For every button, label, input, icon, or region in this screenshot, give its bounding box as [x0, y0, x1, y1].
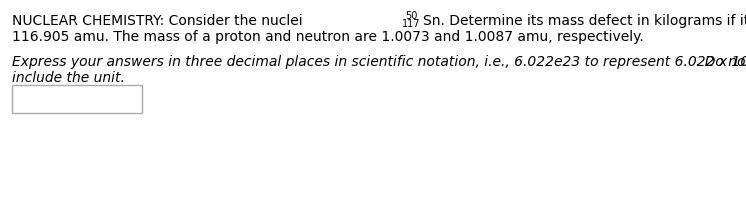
Text: 117: 117: [402, 19, 421, 29]
Text: include the unit.: include the unit.: [12, 71, 125, 85]
Text: Express your answers in three decimal places in scientific notation, i.e., 6.022: Express your answers in three decimal pl…: [12, 55, 746, 69]
Bar: [12, 85, 142, 113]
Text: NUCLEAR CHEMISTRY: Consider the nuclei: NUCLEAR CHEMISTRY: Consider the nuclei: [12, 14, 311, 28]
Text: . Do not: . Do not: [696, 55, 746, 69]
Text: Sn. Determine its mass defect in kilograms if its atomic mass is: Sn. Determine its mass defect in kilogra…: [423, 14, 746, 28]
Text: 50: 50: [405, 11, 417, 21]
Text: 116.905 amu. The mass of a proton and neutron are 1.0073 and 1.0087 amu, respect: 116.905 amu. The mass of a proton and ne…: [12, 30, 644, 44]
